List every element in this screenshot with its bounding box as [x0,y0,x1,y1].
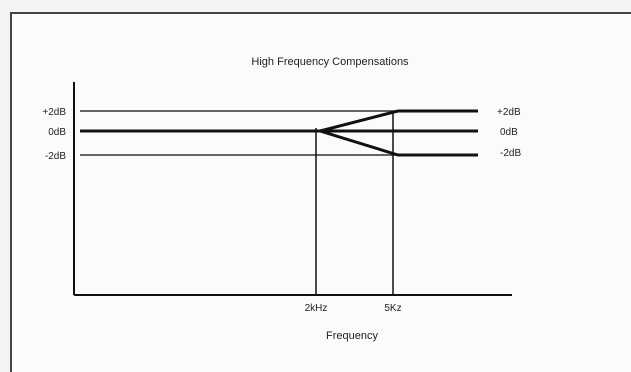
right-level-minus-2db: -2dB [500,148,521,159]
diagram-frame [10,12,631,372]
left-level-minus-2db: -2dB [45,151,66,162]
left-level-0db: 0dB [48,127,66,138]
right-level-plus-2db: +2dB [497,107,521,118]
boost-curve [319,109,478,133]
x-axis-label: Frequency [326,330,378,342]
x-tick-2khz: 2kHz [305,303,328,314]
right-level-0db: 0dB [500,127,518,138]
left-level-plus-2db: +2dB [42,107,66,118]
diagram-title: High Frequency Compensations [251,56,409,68]
x-tick-5khz: 5Kz [384,303,401,314]
cut-curve [319,129,478,157]
